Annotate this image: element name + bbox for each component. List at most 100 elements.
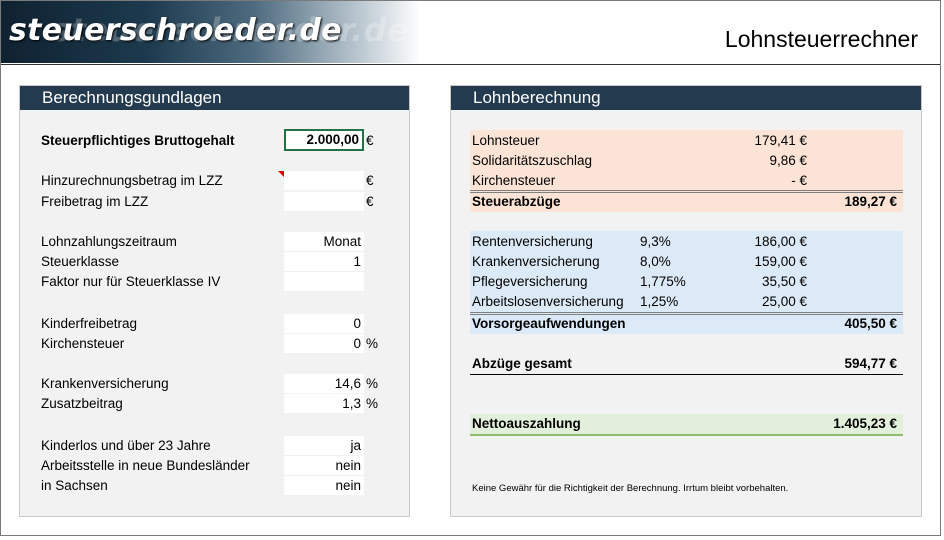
gross-salary-label: Steuerpflichtiges Bruttogehalt (41, 133, 235, 148)
allowance-unit: € (366, 194, 374, 209)
disclaimer-text: Keine Gewähr für die Richtigkeit der Ber… (472, 483, 789, 494)
result-panel-title: Lohnberechnung (451, 86, 921, 110)
addition-amount-label: Hinzurechnungsbetrag im LZZ (41, 173, 223, 188)
logo[interactable]: steuerschroeder.de (9, 13, 342, 48)
care-rate: 1,775% (640, 274, 686, 289)
field-row-additional-contribution: Zusatzbeitrag 1,3 % (20, 394, 411, 414)
insurance-divider (470, 312, 903, 315)
gross-salary-unit: € (366, 133, 374, 148)
header-divider (1, 64, 940, 65)
pension-label: Rentenversicherung (472, 234, 593, 249)
insurance-row-unemployment: Arbeitslosenversicherung 1,25% 25,00 € (472, 292, 901, 312)
tax-section (470, 130, 903, 212)
solidarity-value: 9,86 € (769, 153, 807, 168)
app-title: Lohnsteuerrechner (724, 26, 918, 52)
income-tax-label: Lohnsteuer (472, 133, 540, 148)
new-states-select[interactable]: nein (284, 456, 364, 475)
field-row-addition-amount: Hinzurechnungsbetrag im LZZ € (20, 171, 411, 191)
factor-input[interactable] (284, 272, 364, 291)
unemployment-rate: 1,25% (640, 294, 679, 309)
additional-contribution-unit: % (366, 396, 379, 411)
health-insurance-label: Krankenversicherung (41, 376, 169, 391)
tax-class-input[interactable]: 1 (284, 252, 364, 271)
church-tax-label: Kirchensteuer (41, 336, 125, 351)
deductions-underline (470, 374, 903, 375)
pension-rate: 9,3% (640, 234, 671, 249)
tax-row-income-tax: Lohnsteuer 179,41 € (472, 131, 901, 151)
allowance-input[interactable] (284, 192, 364, 211)
saxony-select[interactable]: nein (284, 476, 364, 495)
net-pay-row: Nettoauszahlung 1.405,23 € (472, 414, 901, 434)
insurance-row-care: Pflegeversicherung 1,775% 35,50 € (472, 272, 901, 292)
additional-contribution-input[interactable]: 1,3 (284, 394, 364, 413)
pay-period-label: Lohnzahlungszeitraum (41, 234, 177, 249)
insurance-row-pension: Rentenversicherung 9,3% 186,00 € (472, 232, 901, 252)
solidarity-label: Solidaritätszuschlag (472, 153, 593, 168)
child-allowance-input[interactable]: 0 (284, 314, 364, 333)
field-row-new-states: Arbeitsstelle in neue Bundesländer nein (20, 456, 411, 476)
insurance-section (470, 231, 903, 334)
field-row-gross-salary: Steuerpflichtiges Bruttogehalt 2.000,00 … (20, 129, 411, 151)
tax-total-label: Steuerabzüge (472, 194, 561, 209)
tax-total-row: Steuerabzüge 189,27 € (472, 192, 901, 212)
field-row-health-insurance: Krankenversicherung 14,6 % (20, 374, 411, 394)
net-pay-label: Nettoauszahlung (472, 416, 581, 431)
child-allowance-label: Kinderfreibetrag (41, 316, 138, 331)
tax-row-solidarity: Solidaritätszuschlag 9,86 € (472, 151, 901, 171)
field-row-allowance: Freibetrag im LZZ € (20, 192, 411, 212)
church-tax-result-value: - € (791, 173, 807, 188)
field-row-child-allowance: Kinderfreibetrag 0 (20, 314, 411, 334)
church-tax-input[interactable]: 0 (284, 334, 364, 353)
deductions-total-value: 594,77 € (844, 356, 897, 371)
pay-period-select[interactable]: Monat (284, 232, 364, 251)
factor-label: Faktor nur für Steuerklasse IV (41, 274, 221, 289)
field-row-pay-period: Lohnzahlungszeitraum Monat (20, 232, 411, 252)
logo-ghost-text: steuerschroeder.de (51, 11, 410, 49)
field-row-tax-class: Steuerklasse 1 (20, 252, 411, 272)
insurance-total-value: 405,50 € (844, 316, 897, 331)
field-row-factor: Faktor nur für Steuerklasse IV (20, 272, 411, 292)
addition-amount-unit: € (366, 173, 374, 188)
health-insurance-input[interactable]: 14,6 (284, 374, 364, 393)
church-tax-result-label: Kirchensteuer (472, 173, 556, 188)
tax-total-value: 189,27 € (844, 194, 897, 209)
pension-value: 186,00 € (754, 234, 807, 249)
result-panel: Lohnberechnung Lohnsteuer 179,41 € Solid… (450, 85, 922, 517)
saxony-label: in Sachsen (41, 478, 108, 493)
input-panel-title: Berechnungsgundlagen (20, 86, 409, 110)
tax-row-church-tax: Kirchensteuer - € (472, 171, 901, 191)
insurance-total-label: Vorsorgeaufwendungen (472, 316, 626, 331)
health-label: Krankenversicherung (472, 254, 600, 269)
income-tax-value: 179,41 € (754, 133, 807, 148)
new-states-label: Arbeitsstelle in neue Bundesländer (41, 458, 250, 473)
deductions-total-row: Abzüge gesamt 594,77 € (472, 354, 901, 374)
deductions-total-label: Abzüge gesamt (472, 356, 572, 371)
tax-divider (470, 190, 903, 193)
comment-indicator[interactable] (278, 171, 284, 177)
field-row-church-tax: Kirchensteuer 0 % (20, 334, 411, 354)
care-value: 35,50 € (761, 274, 807, 289)
gross-salary-input[interactable]: 2.000,00 (284, 129, 364, 151)
field-row-childless: Kinderlos und über 23 Jahre ja (20, 436, 411, 456)
church-tax-unit: % (366, 336, 379, 351)
net-pay-value: 1.405,23 € (833, 416, 897, 431)
insurance-row-health: Krankenversicherung 8,0% 159,00 € (472, 252, 901, 272)
input-panel: Berechnungsgundlagen Steuerpflichtiges B… (19, 85, 410, 517)
care-label: Pflegeversicherung (472, 274, 588, 289)
additional-contribution-label: Zusatzbeitrag (41, 396, 123, 411)
field-row-saxony: in Sachsen nein (20, 476, 411, 496)
net-underline (470, 434, 903, 436)
insurance-total-row: Vorsorgeaufwendungen 405,50 € (472, 314, 901, 334)
health-rate: 8,0% (640, 254, 671, 269)
unemployment-label: Arbeitslosenversicherung (472, 294, 624, 309)
health-value: 159,00 € (754, 254, 807, 269)
net-section (470, 414, 903, 434)
unemployment-value: 25,00 € (761, 294, 807, 309)
childless-label: Kinderlos und über 23 Jahre (41, 438, 211, 453)
addition-amount-input[interactable] (284, 171, 364, 190)
childless-select[interactable]: ja (284, 436, 364, 455)
logo-banner: steuerschroeder.de steuerschroeder.de (1, 1, 421, 63)
allowance-label: Freibetrag im LZZ (41, 194, 149, 209)
tax-class-label: Steuerklasse (41, 254, 120, 269)
